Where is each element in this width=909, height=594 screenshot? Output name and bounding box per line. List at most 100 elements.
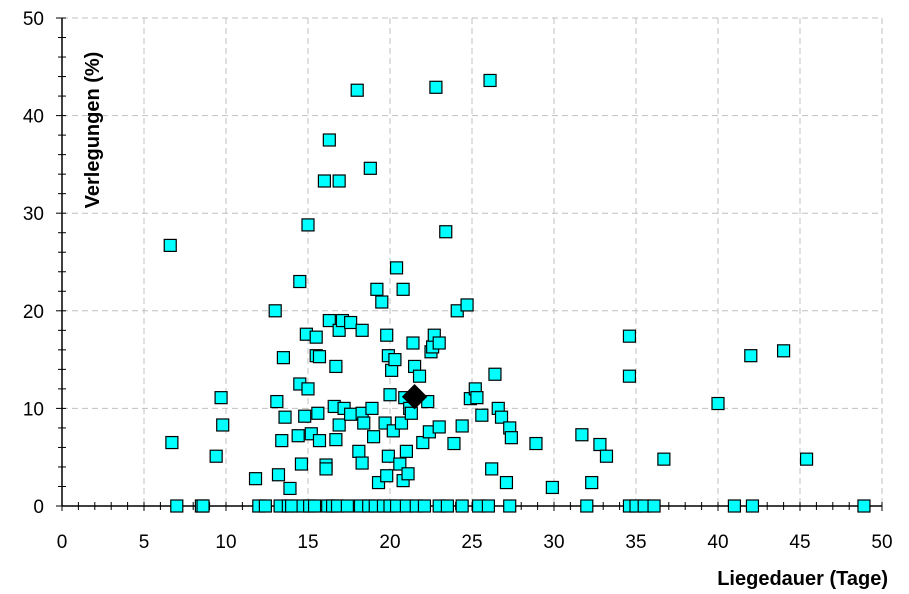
data-point [711, 396, 725, 411]
data-point [214, 391, 228, 405]
data-point [580, 499, 594, 513]
x-axis-title: Liegedauer (Tage) [717, 568, 888, 590]
x-tick-label: 0 [57, 532, 68, 553]
data-point [406, 336, 420, 350]
data-point [307, 499, 322, 513]
data-point [344, 315, 358, 330]
data-point [622, 329, 637, 343]
data-point [432, 336, 446, 350]
data-point [363, 161, 377, 175]
data-point [163, 238, 177, 253]
data-point [350, 83, 364, 97]
data-point [271, 468, 286, 482]
data-point [545, 480, 559, 495]
data-point [317, 174, 331, 188]
data-point [278, 410, 292, 424]
data-point [381, 449, 395, 463]
data-point [268, 304, 282, 318]
data-point [799, 452, 814, 466]
data-point [389, 261, 404, 275]
data-point [417, 499, 432, 513]
data-point [293, 274, 307, 289]
data-point [394, 416, 409, 430]
y-tick-label: 10 [23, 399, 44, 420]
y-axis-title: Verlegungen (%) [82, 52, 104, 209]
data-point [396, 282, 410, 296]
data-point [575, 428, 589, 442]
data-point [727, 499, 742, 513]
x-tick-label: 30 [543, 532, 564, 553]
data-point [275, 434, 289, 448]
data-point [311, 406, 325, 420]
data-point [388, 353, 402, 367]
data-point [412, 369, 427, 383]
data-point [744, 349, 758, 363]
data-point [312, 434, 327, 448]
mean-point [401, 383, 428, 410]
data-point [276, 351, 290, 365]
data-point [470, 391, 484, 405]
data-point [475, 408, 489, 422]
y-tick-label: 50 [23, 9, 44, 30]
data-point [393, 457, 407, 471]
y-tick-label: 40 [23, 107, 44, 128]
x-tick-label: 15 [297, 532, 318, 553]
x-tick-labels: 0 5 10 15 20 25 30 35 40 45 50 [57, 532, 893, 553]
data-point [488, 367, 502, 381]
data-point [301, 382, 315, 396]
data-point [355, 323, 369, 337]
axes [56, 17, 883, 511]
x-tick-label: 10 [215, 532, 236, 553]
data-points [163, 73, 871, 513]
x-tick-label: 45 [789, 532, 810, 553]
data-point [322, 133, 336, 147]
x-tick-label: 50 [871, 532, 892, 553]
data-point [432, 420, 446, 434]
data-point [340, 499, 354, 513]
x-tick-label: 20 [379, 532, 400, 553]
data-point [622, 369, 637, 383]
data-point [322, 313, 336, 328]
data-point [504, 431, 518, 445]
data-point [298, 409, 312, 423]
grid-lines [62, 17, 883, 506]
data-point [367, 430, 381, 444]
y-tick-label: 20 [23, 302, 44, 323]
data-point [494, 410, 509, 424]
data-point [447, 436, 461, 451]
data-point [585, 475, 599, 490]
data-point [170, 499, 184, 513]
data-point [404, 406, 418, 420]
data-point [301, 218, 315, 232]
data-point [499, 475, 514, 490]
data-point [380, 328, 394, 342]
data-point [481, 499, 495, 513]
data-point [375, 295, 389, 309]
data-point [332, 174, 346, 188]
data-point [460, 298, 474, 312]
data-point [455, 499, 469, 513]
data-point [294, 457, 309, 471]
data-point [455, 419, 469, 433]
data-point [399, 444, 413, 458]
data-point [401, 467, 415, 481]
data-point [503, 499, 517, 513]
data-point [319, 462, 333, 476]
y-tick-labels: 0 10 20 30 40 50 [23, 9, 44, 518]
data-point [248, 472, 263, 486]
data-point [370, 282, 384, 296]
x-tick-label: 25 [461, 532, 482, 553]
data-point [329, 433, 343, 447]
data-point [483, 73, 497, 88]
data-point [380, 469, 394, 483]
data-point [365, 401, 379, 415]
data-point [383, 388, 397, 402]
data-point [485, 462, 499, 476]
data-point [283, 481, 297, 496]
data-point [344, 407, 358, 421]
data-point [745, 499, 760, 513]
data-point [439, 225, 453, 239]
data-point [216, 418, 230, 432]
data-point [309, 330, 323, 344]
